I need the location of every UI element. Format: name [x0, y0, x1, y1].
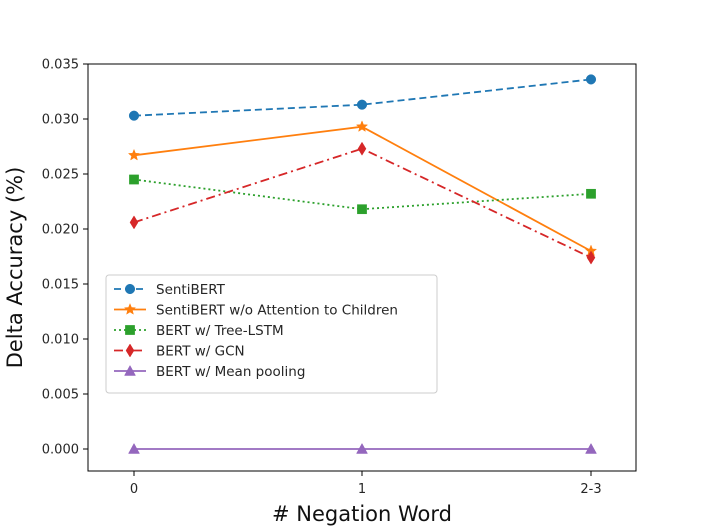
data-point [127, 148, 141, 161]
data-point [128, 442, 140, 454]
series-0 [128, 74, 597, 121]
data-point [129, 174, 139, 185]
legend-entry: BERT w/ GCN [114, 343, 245, 359]
legend-label: BERT w/ GCN [156, 343, 245, 359]
legend-entry: BERT w/ Mean pooling [114, 364, 305, 380]
y-tick-label: 0.005 [42, 388, 79, 403]
legend-label: SentiBERT [156, 282, 226, 298]
series-3 [129, 141, 596, 265]
y-axis-ticks: 0.000 0.005 0.010 0.015 0.020 0.025 0.030 0.035 [42, 58, 88, 458]
data-point [124, 283, 136, 295]
legend-entry: BERT w/ Tree-LSTM [114, 323, 284, 339]
x-tick-label: 0 [130, 482, 138, 497]
data-point [585, 74, 597, 85]
data-point [586, 188, 596, 199]
x-tick-label: 1 [358, 482, 366, 497]
series-2 [129, 174, 596, 215]
data-point [355, 120, 369, 132]
legend-label: SentiBERT w/o Attention to Children [156, 302, 398, 318]
data-point [128, 110, 140, 121]
y-axis-label: Delta Accuracy (%) [3, 167, 27, 369]
data-point [124, 364, 136, 376]
data-point [123, 303, 137, 315]
y-tick-label: 0.020 [42, 223, 79, 238]
data-point [356, 442, 368, 454]
series-line [133, 147, 592, 259]
legend-entry: SentiBERT [114, 282, 226, 298]
legend-label: BERT w/ Tree-LSTM [156, 323, 284, 339]
series-4 [128, 442, 597, 454]
data-point [125, 343, 135, 358]
series-line [133, 178, 592, 211]
y-tick-label: 0.015 [42, 278, 79, 293]
series-1 [127, 120, 598, 257]
series-line [133, 78, 592, 117]
y-tick-label: 0.030 [42, 113, 79, 128]
y-tick-label: 0.035 [42, 58, 79, 73]
legend-frame [105, 274, 438, 394]
data-point [356, 99, 368, 110]
data-point [586, 250, 596, 265]
series-group [127, 74, 598, 454]
data-point [129, 215, 139, 230]
legend-label: BERT w/ Mean pooling [156, 364, 305, 380]
x-tick-label: 2-3 [580, 482, 601, 497]
x-axis-ticks: 0 1 2-3 [130, 471, 602, 497]
x-axis-label: # Negation Word [272, 502, 452, 526]
y-tick-label: 0.025 [42, 168, 79, 183]
data-point [125, 325, 135, 335]
data-point [585, 442, 597, 454]
y-tick-label: 0.000 [42, 443, 79, 458]
data-point [357, 141, 367, 156]
legend: SentiBERT SentiBERT w/o Attention to Chil… [105, 274, 438, 394]
data-point [357, 204, 367, 215]
legend-entry: SentiBERT w/o Attention to Children [114, 302, 398, 318]
y-tick-label: 0.010 [42, 333, 79, 348]
